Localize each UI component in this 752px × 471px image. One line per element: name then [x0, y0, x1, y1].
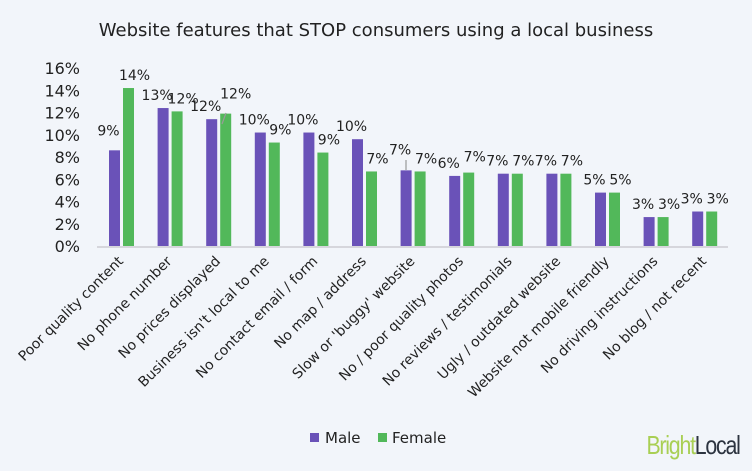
y-tick-label: 14%: [44, 81, 80, 100]
data-label-male: 10%: [239, 113, 270, 129]
legend-label-female: Female: [392, 429, 446, 447]
bar-female: [463, 172, 475, 246]
bar-female: [366, 171, 377, 246]
data-label-male: 7%: [486, 154, 508, 170]
data-label-female: 9%: [318, 133, 340, 149]
data-label-female: 5%: [609, 173, 631, 189]
data-label-male: 10%: [336, 119, 367, 135]
logo-bright: Bright: [646, 430, 697, 460]
legend: Male Female: [310, 429, 446, 447]
bar-male: [643, 217, 655, 246]
bar-female: [171, 111, 183, 246]
data-label-female: 7%: [512, 154, 534, 170]
data-label-female: 3%: [658, 197, 680, 213]
data-label-female: 12%: [168, 91, 199, 107]
data-label-female: 7%: [561, 154, 583, 170]
bar-male: [400, 170, 412, 246]
chart-title: Website features that STOP consumers usi…: [99, 20, 653, 41]
x-tick-label: No phone number: [75, 253, 176, 354]
bar-male: [352, 139, 363, 246]
data-label-male: 6%: [438, 156, 460, 172]
bar-female: [414, 171, 426, 246]
data-label-male: 9%: [97, 123, 119, 139]
y-tick-label: 10%: [44, 126, 80, 145]
data-label-male: 3%: [681, 192, 703, 208]
data-label-female: 9%: [269, 123, 291, 139]
data-label-male: 13%: [142, 88, 173, 104]
data-label-male: 3%: [632, 197, 654, 213]
y-tick-label: 0%: [55, 237, 80, 256]
data-label-male: 12%: [190, 99, 221, 115]
bar-female: [317, 152, 329, 246]
y-tick-label: 6%: [55, 170, 80, 189]
x-tick-label: No map / address: [271, 254, 369, 352]
bar-male: [206, 119, 218, 246]
data-label-female: 3%: [707, 192, 729, 208]
bar-female: [560, 173, 572, 246]
logo-local: Local: [695, 430, 741, 460]
bar-male: [157, 108, 169, 246]
data-label-male: 5%: [583, 173, 605, 189]
bar-male: [254, 132, 266, 246]
y-tick-label: 8%: [55, 148, 80, 167]
bar-female: [657, 217, 669, 246]
data-label-female: 7%: [415, 151, 437, 167]
data-label-female: 14%: [119, 68, 150, 84]
y-tick-label: 12%: [44, 104, 80, 123]
bar-female: [123, 88, 134, 247]
legend-swatch-female: [378, 433, 387, 442]
data-label-female: 12%: [220, 87, 251, 103]
bar-female: [511, 173, 523, 246]
data-label-female: 7%: [464, 150, 486, 166]
bar-male: [449, 175, 461, 246]
bar-male: [109, 150, 120, 246]
bar-male: [303, 132, 315, 246]
bar-female: [609, 192, 620, 246]
bar-male: [595, 192, 606, 246]
brightlocal-logo: BrightLocal: [646, 430, 741, 461]
bar-male: [546, 173, 558, 246]
bar-male: [497, 173, 509, 246]
y-tick-label: 16%: [44, 59, 80, 78]
bar-female: [220, 113, 232, 246]
bar-female: [706, 211, 718, 246]
legend-label-male: Male: [325, 429, 361, 447]
data-label-male: 10%: [287, 113, 318, 129]
data-label-female: 7%: [366, 151, 388, 167]
bar-male: [692, 211, 704, 246]
y-tick-label: 2%: [55, 215, 80, 234]
bar-female: [268, 142, 280, 246]
y-tick-label: 4%: [55, 193, 80, 212]
data-label-male: 7%: [389, 142, 411, 158]
leader-line-no-prices-female: [221, 112, 227, 125]
data-label-male: 7%: [535, 154, 557, 170]
legend-swatch-male: [310, 433, 319, 442]
